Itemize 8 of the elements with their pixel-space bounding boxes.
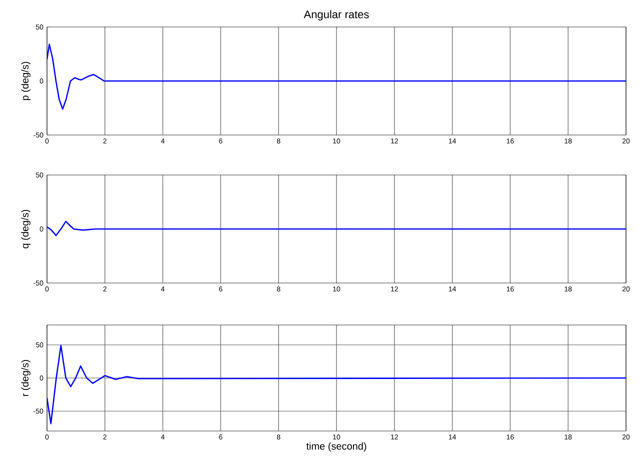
y-axis-title: r (deg/s) (21, 360, 30, 396)
y-axis-title: q (deg/s) (21, 210, 30, 248)
line-series (47, 220, 626, 236)
y-axis-title: p (deg/s) (21, 62, 30, 100)
line-series (47, 44, 626, 110)
line-series (47, 344, 626, 424)
chart-title: Angular rates (304, 10, 369, 20)
x-axis-title: time (second) (306, 442, 366, 452)
